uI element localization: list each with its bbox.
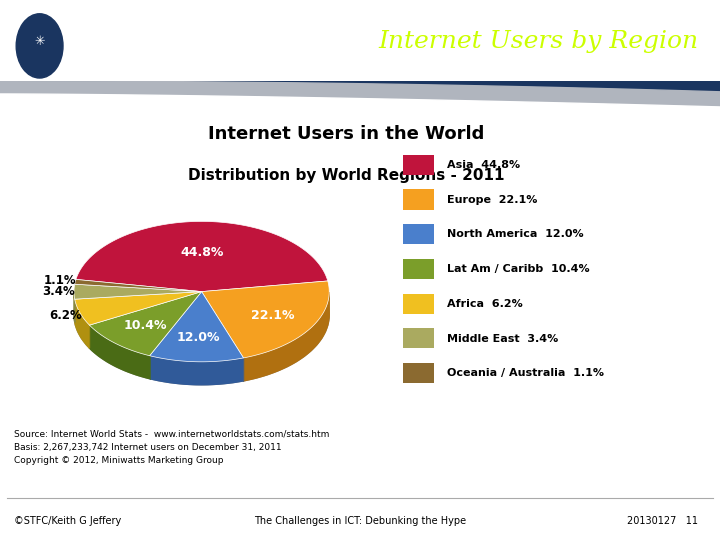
FancyBboxPatch shape — [403, 294, 434, 314]
FancyBboxPatch shape — [403, 224, 434, 244]
Text: ✳: ✳ — [35, 35, 45, 48]
FancyBboxPatch shape — [403, 363, 434, 383]
Text: Facilities Council: Facilities Council — [14, 55, 84, 64]
Ellipse shape — [16, 14, 63, 78]
Text: ©STFC/Keith G Jeffery: ©STFC/Keith G Jeffery — [14, 516, 122, 526]
Text: Europe  22.1%: Europe 22.1% — [446, 194, 537, 205]
Polygon shape — [89, 292, 202, 356]
Text: Distribution by World Regions - 2011: Distribution by World Regions - 2011 — [188, 168, 505, 183]
Text: Internet Users by Region: Internet Users by Region — [378, 30, 698, 53]
Text: Internet Users in the World: Internet Users in the World — [208, 125, 485, 143]
Polygon shape — [243, 293, 329, 381]
Text: 44.8%: 44.8% — [181, 246, 224, 259]
Polygon shape — [75, 292, 202, 325]
Ellipse shape — [14, 11, 65, 80]
Text: The Challenges in ICT: Debunking the Hype: The Challenges in ICT: Debunking the Hyp… — [254, 516, 466, 526]
Text: Lat Am / Caribb  10.4%: Lat Am / Caribb 10.4% — [446, 264, 589, 274]
Polygon shape — [76, 221, 328, 292]
Text: 12.0%: 12.0% — [176, 330, 220, 343]
Text: Source: Internet World Stats -  www.internetworldstats.com/stats.htm
Basis: 2,26: Source: Internet World Stats - www.inter… — [14, 430, 330, 465]
Text: Oceania / Australia  1.1%: Oceania / Australia 1.1% — [446, 368, 603, 378]
Text: 20130127   11: 20130127 11 — [627, 516, 698, 526]
Polygon shape — [74, 284, 202, 299]
FancyBboxPatch shape — [403, 259, 434, 279]
Text: 22.1%: 22.1% — [251, 309, 294, 322]
Polygon shape — [150, 292, 243, 362]
Text: 10.4%: 10.4% — [124, 319, 167, 332]
FancyBboxPatch shape — [403, 328, 434, 348]
FancyBboxPatch shape — [403, 190, 434, 210]
Text: 6.2%: 6.2% — [49, 308, 81, 321]
Polygon shape — [75, 279, 202, 292]
Polygon shape — [150, 356, 243, 385]
Polygon shape — [202, 281, 329, 358]
Text: Africa  6.2%: Africa 6.2% — [446, 299, 522, 309]
Polygon shape — [75, 299, 89, 348]
Text: 3.4%: 3.4% — [42, 285, 75, 298]
Text: 1.1%: 1.1% — [44, 274, 76, 287]
Polygon shape — [89, 325, 150, 379]
Polygon shape — [74, 292, 75, 322]
Text: Middle East  3.4%: Middle East 3.4% — [446, 334, 558, 343]
Text: Asia  44.8%: Asia 44.8% — [446, 160, 520, 170]
FancyBboxPatch shape — [403, 154, 434, 175]
Text: North America  12.0%: North America 12.0% — [446, 230, 583, 239]
Ellipse shape — [74, 245, 329, 385]
Text: Science & Technology: Science & Technology — [14, 28, 125, 37]
